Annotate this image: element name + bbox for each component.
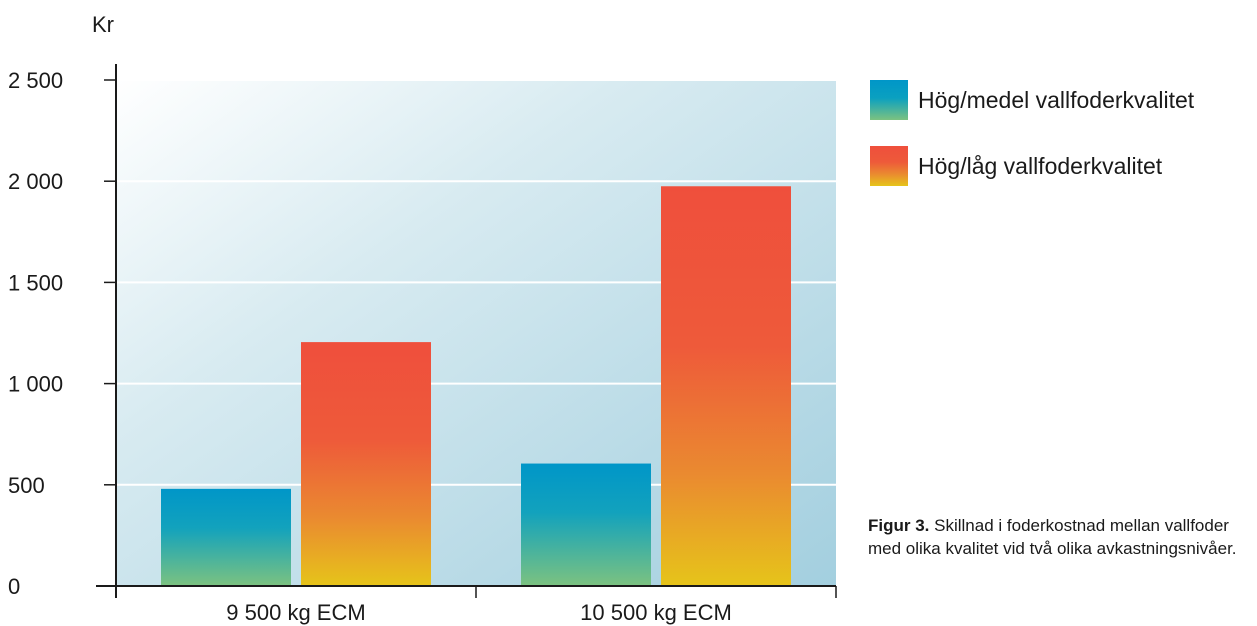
axes (96, 64, 837, 598)
bar-series-0-category-0 (161, 488, 291, 586)
bars (161, 186, 791, 586)
bar-series-1-category-0 (301, 342, 431, 586)
legend-label-series-b: Hög/låg vallfoderkvalitet (918, 152, 1163, 179)
y-tick-label-3: 1 500 (8, 270, 63, 295)
legend: Hög/medel vallfoderkvalitet Hög/låg vall… (870, 80, 1255, 212)
x-tick-label-1: 10 500 kg ECM (580, 600, 732, 625)
y-tick-label-5: 2 500 (8, 68, 63, 93)
bar-series-0-category-1 (521, 463, 651, 586)
y-tick-label-2: 1 000 (8, 372, 63, 397)
y-tick-label-1: 500 (8, 473, 45, 498)
y-tick-label-4: 2 000 (8, 169, 63, 194)
legend-item-series-a: Hög/medel vallfoderkvalitet (870, 80, 1255, 120)
figure-caption: Figur 3. Skillnad i foderkostnad mellan … (868, 514, 1257, 560)
legend-swatch-series-b (870, 146, 908, 186)
bar-series-1-category-1 (661, 186, 791, 586)
x-tick-label-0: 9 500 kg ECM (226, 600, 365, 625)
legend-swatch-series-a (870, 80, 908, 120)
y-tick-label-0: 0 (8, 574, 20, 599)
caption-title: Figur 3. (868, 516, 930, 535)
y-tick-labels: 0 500 1 000 1 500 2 000 2 500 (8, 68, 63, 599)
y-axis-unit-label: Kr (92, 12, 114, 37)
caption-text: Skillnad i foderkostnad mellan vallfoder… (868, 516, 1237, 558)
legend-item-series-b: Hög/låg vallfoderkvalitet (870, 146, 1255, 186)
x-tick-labels: 9 500 kg ECM 10 500 kg ECM (226, 600, 732, 625)
legend-label-series-a: Hög/medel vallfoderkvalitet (918, 86, 1195, 113)
